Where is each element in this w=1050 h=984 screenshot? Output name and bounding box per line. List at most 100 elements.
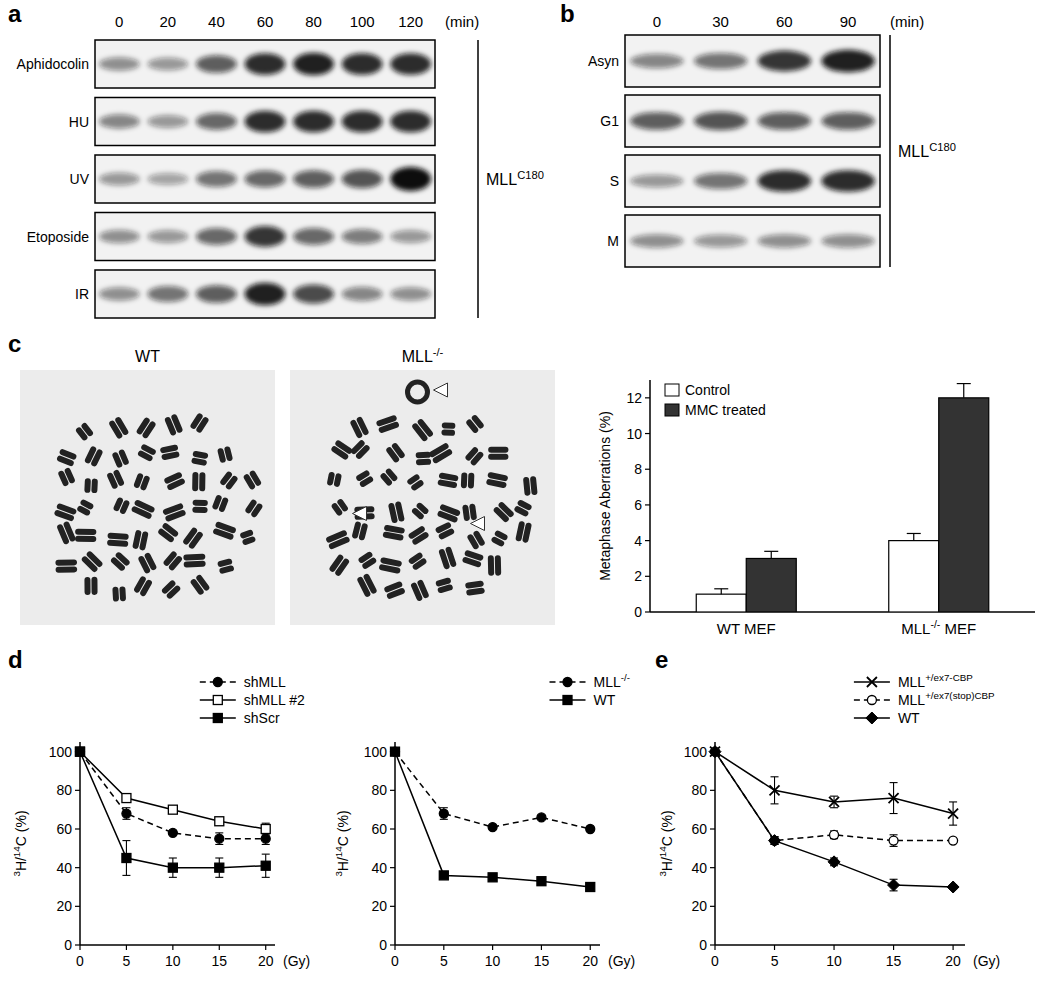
text-part: -/-	[930, 618, 940, 630]
error-cap	[907, 533, 921, 534]
marker	[948, 809, 958, 819]
marker	[76, 747, 85, 756]
chromatid	[79, 499, 94, 511]
legend-label: MLL+/ex7-CBP	[898, 672, 973, 690]
chromatid	[410, 479, 425, 492]
marker	[261, 834, 270, 843]
x-axis	[715, 944, 965, 946]
legend: shMLLshMLL #2shScr	[200, 674, 305, 726]
text-part: MLL	[898, 143, 929, 160]
panel-label: a	[8, 0, 22, 27]
figure: abcde020406080100120(min)AphidocolinHUUV…	[0, 0, 1050, 984]
error-bar	[215, 833, 223, 845]
chromosome	[111, 449, 129, 469]
text-part: WT	[135, 348, 160, 365]
chromosome	[217, 446, 233, 463]
legend: ControlMMC treated	[665, 382, 766, 418]
row-label: Aphidocolin	[17, 56, 89, 72]
row-label: M	[607, 233, 619, 249]
x-tick	[541, 945, 542, 950]
chromosome	[410, 579, 430, 602]
marker	[122, 854, 131, 863]
chromatid	[471, 414, 485, 430]
chromosome	[461, 472, 475, 488]
chromatid	[469, 503, 477, 520]
text-part: 15	[211, 953, 227, 969]
text-part: 100	[49, 744, 73, 760]
chromosome	[182, 527, 204, 550]
band	[630, 112, 684, 130]
chromosome	[378, 557, 402, 574]
series-line	[395, 752, 590, 829]
chromatid	[56, 503, 77, 516]
x-tick-label: 20	[258, 953, 274, 969]
chromatid	[488, 447, 508, 453]
chromatid	[118, 449, 130, 466]
chromatid	[522, 522, 532, 543]
text-part: 14	[11, 846, 22, 857]
time-label: 60	[776, 13, 793, 30]
text-part: 10	[485, 953, 501, 969]
error-cap	[890, 834, 898, 835]
protein-label: MLLC180	[486, 169, 544, 188]
y-tick	[75, 790, 80, 791]
text-part: IR	[75, 286, 89, 302]
text-part: d	[8, 646, 23, 673]
marker	[488, 823, 497, 832]
chromatid	[114, 416, 129, 436]
error-cap	[890, 846, 898, 847]
chromosome	[441, 422, 455, 436]
chromosome	[356, 573, 377, 598]
micrograph-field	[290, 370, 555, 625]
y-tick	[710, 944, 715, 945]
chromatid	[470, 451, 485, 467]
chromatid	[411, 531, 429, 546]
marker	[215, 834, 224, 843]
chromatid	[80, 422, 94, 437]
chromatid	[195, 574, 210, 592]
text-part: +/ex7(stop)CBP	[925, 690, 995, 701]
chromatid	[139, 531, 149, 551]
error-cap	[215, 832, 223, 833]
chromatid	[64, 467, 76, 484]
text-part: Control	[685, 382, 730, 398]
legend-label: shMLL	[244, 674, 286, 690]
error-bar	[830, 796, 838, 808]
x-tick-label: 0	[711, 953, 719, 969]
chromatid	[391, 442, 406, 459]
band	[147, 58, 188, 71]
text-part: C (%)	[659, 810, 675, 846]
marker	[830, 830, 839, 839]
time-label: 20	[160, 13, 177, 30]
text-part: 0	[699, 937, 707, 953]
error-stem	[721, 589, 722, 594]
error-bar	[764, 551, 778, 558]
marker	[866, 712, 878, 724]
text-part: MLL	[594, 674, 621, 690]
error-cap	[122, 807, 130, 808]
series-line	[80, 752, 266, 868]
blot-strip	[95, 98, 435, 146]
chromosome	[438, 546, 457, 570]
chromosome	[160, 444, 180, 460]
marker	[213, 696, 222, 705]
y-tick	[710, 790, 715, 791]
blot-panel: 0306090(min)AsynG1SMMLLC180	[588, 13, 956, 267]
chromosome	[163, 471, 185, 491]
x-tick	[79, 945, 80, 950]
legend-label: shMLL #2	[244, 692, 305, 708]
chromosome	[108, 416, 129, 440]
y-tick	[390, 906, 395, 907]
text-part: 20	[582, 953, 598, 969]
text-part: H/	[335, 857, 351, 871]
text-part: 14	[333, 846, 344, 857]
chromatid	[113, 469, 125, 487]
chromosome	[486, 472, 509, 489]
y-tick-label: 20	[371, 898, 387, 914]
marker	[76, 747, 85, 756]
text-part: 0	[653, 13, 661, 30]
error-cap	[169, 857, 177, 858]
x-tick-label: 15	[211, 953, 227, 969]
x-tick-label: 5	[771, 953, 779, 969]
chromatid	[334, 557, 350, 576]
